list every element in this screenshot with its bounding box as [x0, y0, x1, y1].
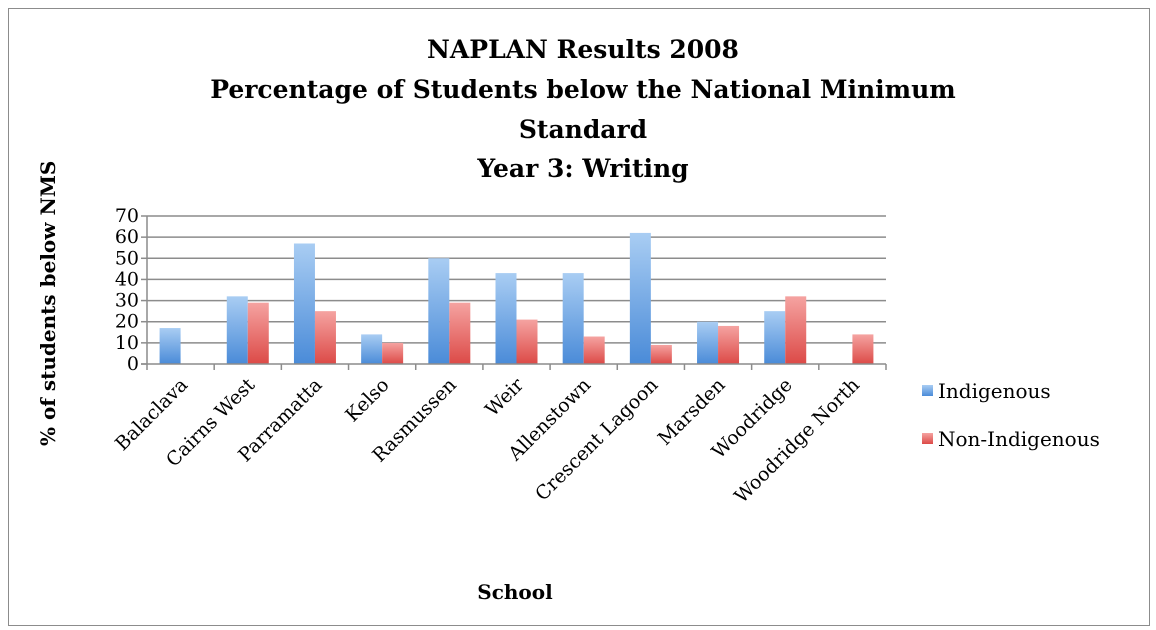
chart-title-line-2: Percentage of Students below the Nationa…: [210, 75, 956, 104]
x-axis-title: School: [477, 580, 553, 604]
y-tick-label-0: 0: [127, 353, 139, 375]
bar-non-indigenous-kelso: [382, 342, 404, 364]
bar-non-indigenous-weir: [516, 319, 538, 364]
bar-indigenous-kelso: [361, 334, 383, 364]
bar-indigenous-woodridge: [764, 311, 786, 364]
x-tick-label-woodridge-north: Woodridge North: [730, 374, 864, 508]
chart-title: NAPLAN Results 2008 Percentage of Studen…: [210, 35, 956, 183]
y-tick-label-10: 10: [115, 332, 139, 354]
bar-indigenous-cairns-west: [226, 296, 248, 364]
y-tick-label-60: 60: [115, 226, 139, 248]
bar-non-indigenous-woodridge-north: [852, 334, 874, 364]
bar-non-indigenous-woodridge: [785, 296, 807, 364]
bar-indigenous-weir: [495, 273, 517, 364]
legend-label-indigenous: Indigenous: [938, 379, 1051, 403]
y-tick-label-20: 20: [115, 311, 139, 333]
axes: [141, 215, 887, 370]
bar-indigenous-rasmussen: [428, 258, 450, 364]
x-tick-label-crescent-lagoon: Crescent Lagoon: [531, 374, 662, 505]
y-tick-label-40: 40: [115, 268, 139, 290]
bar-indigenous-marsden: [697, 321, 719, 364]
bar-non-indigenous-allenstown: [583, 336, 605, 364]
bar-indigenous-balaclava: [159, 328, 181, 364]
bar-indigenous-parramatta: [293, 243, 315, 364]
bar-indigenous-allenstown: [562, 273, 584, 364]
y-tick-label-70: 70: [115, 205, 139, 227]
x-tick-label-weir: Weir: [481, 373, 529, 421]
bar-non-indigenous-parramatta: [314, 311, 336, 364]
y-tick-label-50: 50: [115, 247, 139, 269]
chart-title-line-1: NAPLAN Results 2008: [427, 35, 739, 64]
chart-title-line-3: Standard: [519, 115, 647, 144]
x-tick-label-kelso: Kelso: [341, 374, 393, 426]
legend: Indigenous Non-Indigenous: [922, 379, 1100, 451]
legend-swatch-indigenous: [922, 385, 933, 396]
chart-title-line-4: Year 3: Writing: [476, 154, 688, 183]
y-axis-title: % of students below NMS: [36, 161, 60, 446]
y-tick-label-30: 30: [115, 290, 139, 312]
bar-indigenous-crescent-lagoon: [629, 232, 651, 364]
bar-non-indigenous-cairns-west: [247, 302, 269, 364]
bar-non-indigenous-crescent-lagoon: [650, 344, 672, 364]
bars: [159, 232, 874, 364]
legend-label-non-indigenous: Non-Indigenous: [938, 427, 1100, 451]
bar-non-indigenous-rasmussen: [449, 302, 471, 364]
gridlines: [147, 215, 886, 344]
bar-non-indigenous-marsden: [718, 325, 740, 364]
legend-swatch-non-indigenous: [922, 433, 933, 444]
